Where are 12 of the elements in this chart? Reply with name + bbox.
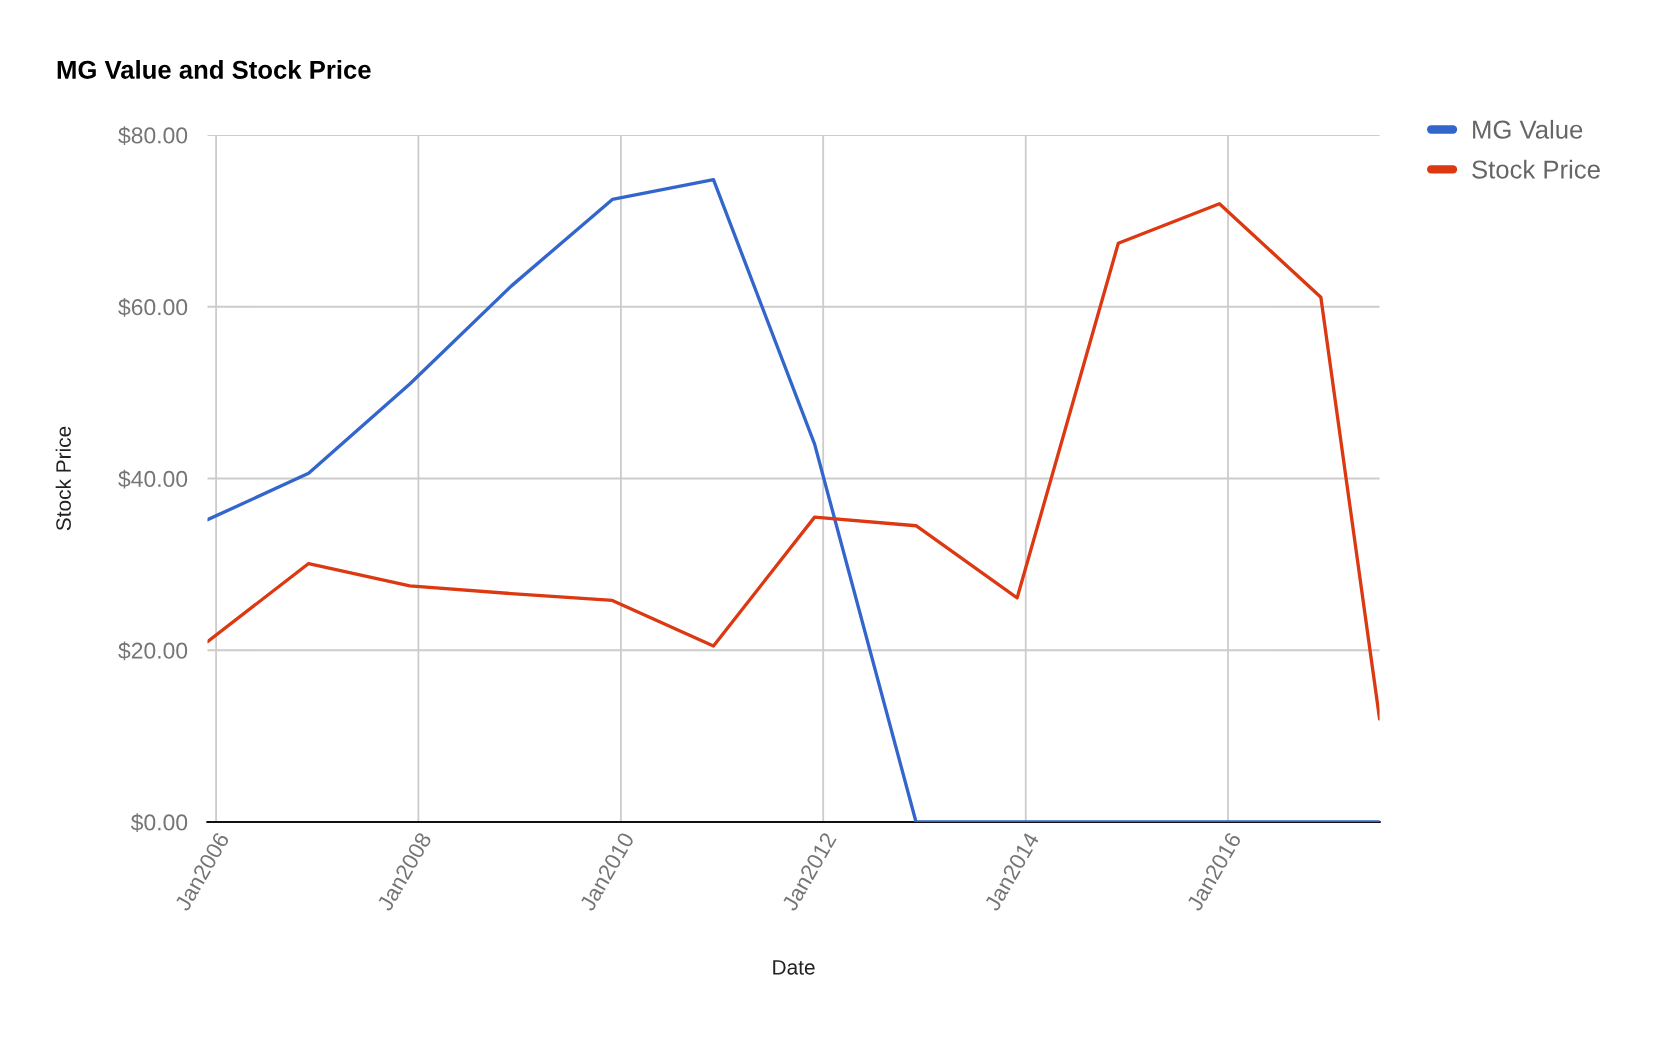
y-tick-label: $0.00	[130, 813, 188, 832]
chart-title: MG Value and Stock Price	[57, 60, 371, 79]
y-tick-label: $20.00	[118, 641, 188, 661]
y-tick-label: $40.00	[118, 469, 188, 489]
y-axis-title: Stock Price	[55, 426, 71, 531]
line-series	[207, 177, 1380, 822]
legend-label: Stock Price	[1472, 159, 1600, 179]
y-tick-label: $60.00	[118, 298, 188, 317]
legend-label: MG Value	[1473, 119, 1583, 139]
line-series	[207, 202, 1380, 721]
x-axis-title: Date	[773, 960, 815, 975]
y-tick-label: $80.00	[118, 126, 188, 145]
